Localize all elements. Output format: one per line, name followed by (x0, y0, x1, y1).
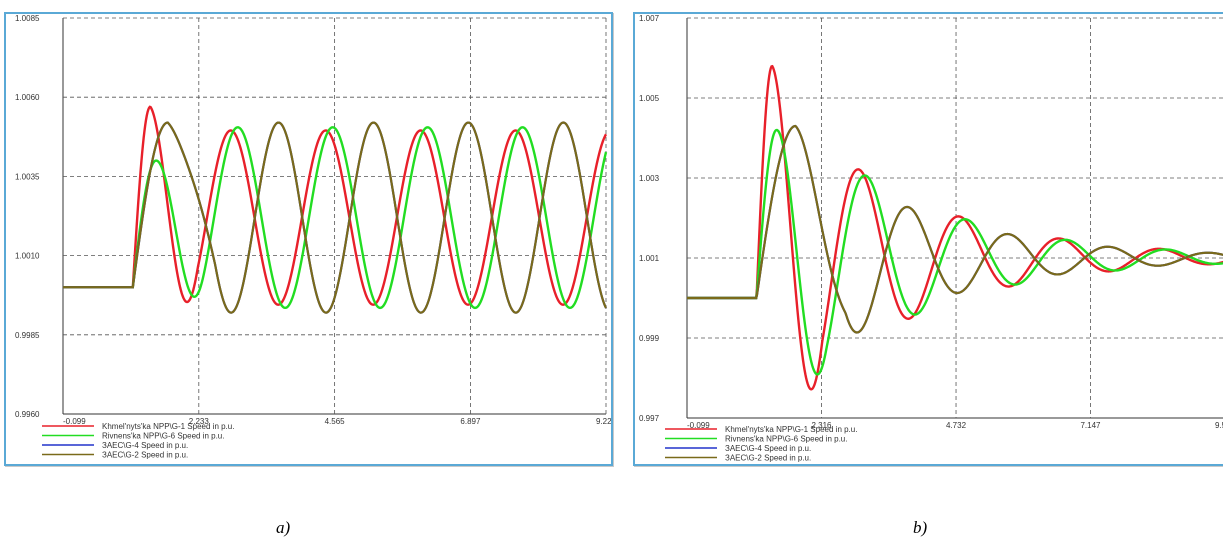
y-tick-label: 0.9985 (15, 331, 40, 340)
legend-label-3: ЗАЕС\G-4 Speed in p.u. (725, 444, 811, 453)
x-tick-label: 2.233 (189, 417, 210, 426)
y-tick-label: 0.999 (639, 334, 660, 343)
y-tick-label: 0.997 (639, 414, 660, 423)
x-tick-label: 9.562 (1215, 421, 1223, 430)
x-tick-label: 2.316 (811, 421, 832, 430)
y-tick-label: 1.007 (639, 14, 660, 23)
y-tick-label: 1.005 (639, 94, 660, 103)
legend-label-2: Rivnens'ka NPP\G-6 Speed in p.u. (102, 432, 224, 441)
x-tick-label: -0.099 (687, 421, 710, 430)
x-tick-label: 6.897 (460, 417, 481, 426)
legend-label-4: ЗАЕС\G-2 Speed in p.u. (102, 451, 188, 460)
y-tick-label: 1.0085 (15, 14, 40, 23)
y-tick-label: 1.001 (639, 254, 660, 263)
x-tick-label: 9.225 (596, 417, 611, 426)
speed-chart-b: 0.997 0.999 1.001 1.003 1.005 1.007 -0.099 2.31… (639, 14, 1223, 463)
legend-label-1: Khmel'nyts'ka NPP\G-1 Speed in p.u. (725, 425, 857, 434)
legend-label-1: Khmel'nyts'ka NPP\G-1 Speed in p.u. (102, 422, 234, 431)
y-tick-label: 1.0060 (15, 93, 40, 102)
y-tick-label: 1.0010 (15, 252, 40, 261)
y-tick-label: 1.003 (639, 174, 660, 183)
x-tick-label: 4.732 (946, 421, 967, 430)
legend-label-4: ЗАЕС\G-2 Speed in p.u. (725, 454, 811, 463)
series-line-1 (63, 105, 608, 306)
legend-label-2: Rivnens'ka NPP\G-6 Speed in p.u. (725, 435, 847, 444)
x-tick-label: 7.147 (1080, 421, 1101, 430)
series-line-4 (63, 121, 607, 314)
caption-a: a) (276, 518, 291, 537)
legend-label-3: ЗАЕС\G-4 Speed in p.u. (102, 441, 188, 450)
y-tick-label: 1.0035 (15, 172, 40, 181)
series-line-4 (687, 124, 1223, 334)
caption-b: b) (913, 518, 928, 537)
series-line-2 (63, 126, 608, 310)
chart-panel-b: 0.997 0.999 1.001 1.003 1.005 1.007 -0.099 2.31… (633, 12, 1223, 466)
chart-panel-a: 0.9960 0.9985 1.0010 1.0035 1.0060 1.0085 -0.0… (4, 12, 613, 466)
y-tick-label: 0.9960 (15, 410, 40, 419)
x-tick-label: 4.565 (325, 417, 346, 426)
x-tick-label: -0.099 (63, 417, 86, 426)
series-line-2 (687, 128, 1223, 376)
speed-chart-a: 0.9960 0.9985 1.0010 1.0035 1.0060 1.0085 -0.0… (15, 14, 611, 460)
